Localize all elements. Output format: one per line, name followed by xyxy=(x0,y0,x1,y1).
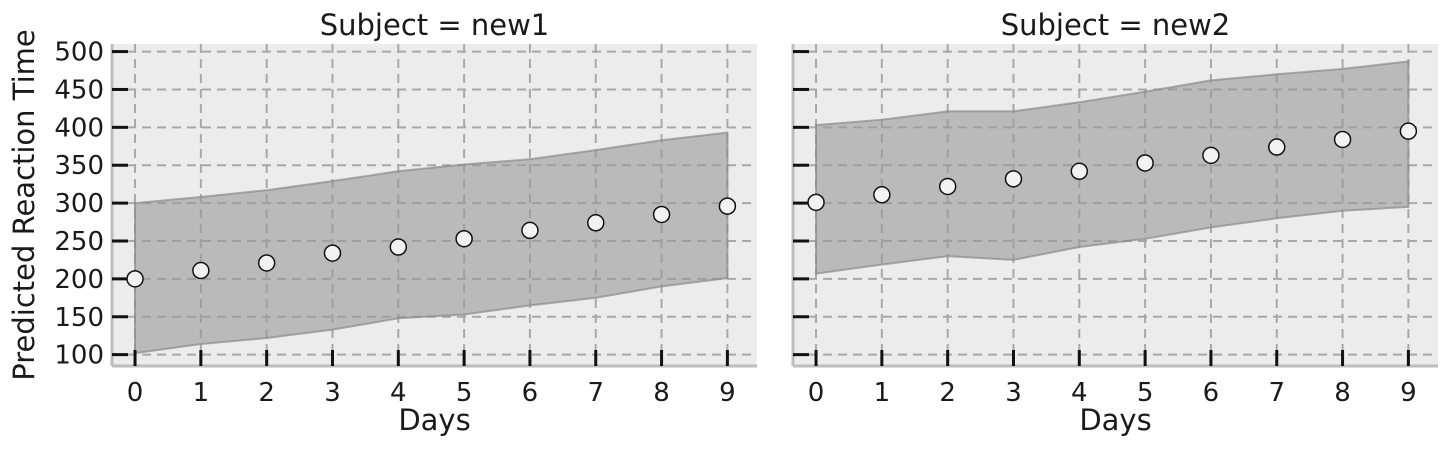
data-point xyxy=(1004,170,1023,188)
y-axis-title: Predicted Reaction Time xyxy=(7,29,41,381)
panel-title: Subject = new1 xyxy=(320,8,550,42)
data-point xyxy=(521,221,539,240)
x-tick-label: 7 xyxy=(587,378,604,408)
x-tick-label: 9 xyxy=(1400,378,1417,408)
x-axis-title: Days xyxy=(1079,403,1151,437)
data-point xyxy=(652,205,671,224)
data-point xyxy=(257,254,276,272)
y-tick-label: 450 xyxy=(54,75,104,105)
y-tick-label: 400 xyxy=(54,113,104,143)
data-point xyxy=(1070,162,1089,181)
data-point xyxy=(1202,146,1220,165)
x-tick-label: 1 xyxy=(193,378,210,408)
x-tick-label: 8 xyxy=(1334,378,1351,408)
x-tick-label: 6 xyxy=(1203,378,1220,408)
y-tick-label: 200 xyxy=(54,265,104,295)
x-tick-label: 7 xyxy=(1268,378,1285,408)
x-tick-label: 2 xyxy=(939,378,956,408)
data-point xyxy=(192,261,210,280)
data-point xyxy=(587,214,605,232)
panel-title: Subject = new2 xyxy=(1001,8,1231,42)
prediction-interval-band xyxy=(815,60,1410,275)
x-tick-label: 3 xyxy=(324,378,341,408)
data-point xyxy=(323,244,342,262)
x-tick-label: 8 xyxy=(653,378,670,408)
x-tick-label: 0 xyxy=(127,378,144,408)
data-point xyxy=(807,193,825,212)
y-tick-label: 100 xyxy=(54,341,104,371)
x-tick-label: 0 xyxy=(808,378,825,408)
x-tick-label: 5 xyxy=(1137,378,1154,408)
x-tick-label: 5 xyxy=(456,378,473,408)
data-point xyxy=(718,197,737,215)
x-tick-label: 1 xyxy=(874,378,891,408)
data-point xyxy=(389,238,408,256)
data-point xyxy=(126,270,144,288)
x-tick-label: 6 xyxy=(522,378,539,408)
y-tick-label: 500 xyxy=(54,38,104,68)
data-point xyxy=(938,177,957,196)
data-point xyxy=(1268,138,1286,156)
x-tick-label: 3 xyxy=(1005,378,1022,408)
x-tick-label: 2 xyxy=(258,378,275,408)
x-tick-label: 4 xyxy=(390,378,407,408)
y-tick-label: 300 xyxy=(54,189,104,219)
data-point xyxy=(873,186,891,204)
y-tick-label: 250 xyxy=(54,227,104,257)
data-point xyxy=(1333,130,1352,149)
prediction-interval-band xyxy=(134,131,729,355)
data-point xyxy=(455,229,473,248)
y-tick-label: 350 xyxy=(54,151,104,181)
data-point xyxy=(1399,122,1418,140)
x-tick-label: 4 xyxy=(1071,378,1088,408)
y-tick-label: 150 xyxy=(54,303,104,333)
x-axis-title: Days xyxy=(398,403,470,437)
x-tick-label: 9 xyxy=(719,378,736,408)
data-point xyxy=(1136,154,1154,172)
